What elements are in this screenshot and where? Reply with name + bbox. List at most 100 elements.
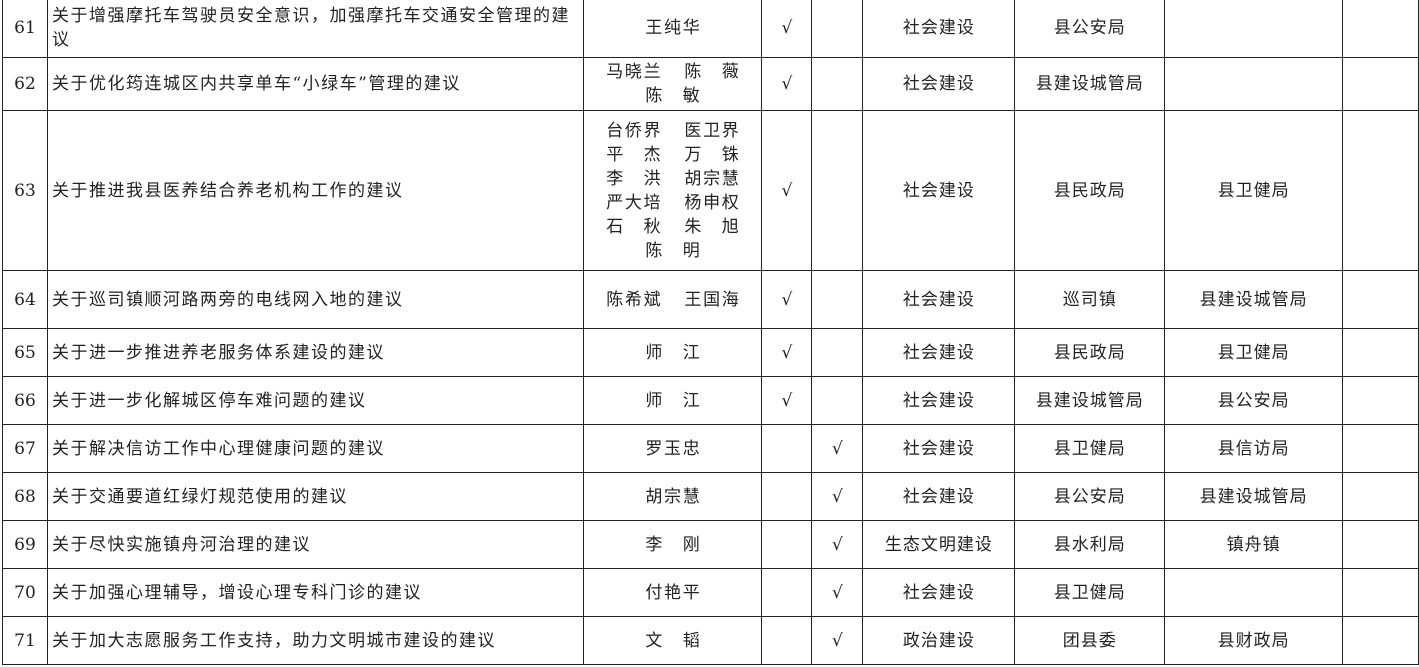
proposal-title: 关于加大志愿服务工作支持，助力文明城市建设的建议 <box>46 616 584 665</box>
proposal-title: 关于交通要道红绿灯规范使用的建议 <box>46 472 584 521</box>
check-column-1 <box>761 472 813 521</box>
category: 社会建设 <box>862 568 1016 617</box>
assist-unit: 县财政局 <box>1164 616 1344 665</box>
proposer-name: 胡宗慧 <box>684 168 739 189</box>
remarks <box>1342 376 1419 425</box>
check-column-1: √ <box>761 328 813 377</box>
table-row: 64 关于巡司镇顺河路两旁的电线网入地的建议 陈希斌 王国海 √ 社会建设 巡司镇 县建设城管… <box>2 270 1419 329</box>
proposers: 文韬 <box>582 616 763 665</box>
remarks <box>1342 57 1419 111</box>
assist-unit: 县公安局 <box>1164 376 1344 425</box>
lead-unit: 县建设城管局 <box>1014 57 1166 111</box>
assist-unit: 镇舟镇 <box>1164 520 1344 569</box>
lead-unit: 县公安局 <box>1014 0 1166 58</box>
proposer-name: 陈希斌 <box>606 289 661 310</box>
proposer-name: 胡宗慧 <box>645 486 700 507</box>
proposers: 师江 <box>582 328 763 377</box>
proposer-name: 陈薇 <box>684 62 739 82</box>
lead-unit: 县水利局 <box>1014 520 1166 569</box>
proposer-name: 陈明 <box>645 240 700 261</box>
remarks <box>1342 0 1419 58</box>
lead-unit: 县卫健局 <box>1014 568 1166 617</box>
row-number: 68 <box>2 472 48 521</box>
check-column-1 <box>761 520 813 569</box>
category: 社会建设 <box>862 110 1016 271</box>
remarks <box>1342 270 1419 329</box>
check-column-1: √ <box>761 0 813 58</box>
check-column-2 <box>811 328 864 377</box>
check-column-2: √ <box>811 472 864 521</box>
check-column-2 <box>811 376 864 425</box>
check-column-1: √ <box>761 376 813 425</box>
table-row: 66 关于进一步化解城区停车难问题的建议 师江 √ 社会建设 县建设城管局 县公安局 <box>2 376 1419 425</box>
lead-unit: 县民政局 <box>1014 328 1166 377</box>
row-number: 70 <box>2 568 48 617</box>
proposer-name: 王国海 <box>684 289 739 310</box>
proposer-name: 师江 <box>645 342 700 363</box>
proposal-title: 关于巡司镇顺河路两旁的电线网入地的建议 <box>46 270 584 329</box>
category: 社会建设 <box>862 57 1016 111</box>
category: 政治建设 <box>862 616 1016 665</box>
lead-unit: 县卫健局 <box>1014 424 1166 473</box>
lead-unit: 团县委 <box>1014 616 1166 665</box>
proposers: 师江 <box>582 376 763 425</box>
category: 社会建设 <box>862 472 1016 521</box>
proposal-title: 关于增强摩托车驾驶员安全意识，加强摩托车交通安全管理的建议 <box>46 0 584 58</box>
lead-unit: 县公安局 <box>1014 472 1166 521</box>
proposer-name: 医卫界 <box>684 120 739 141</box>
row-number: 62 <box>2 57 48 111</box>
row-number: 66 <box>2 376 48 425</box>
row-number: 65 <box>2 328 48 377</box>
row-number: 63 <box>2 110 48 271</box>
table-row: 61 关于增强摩托车驾驶员安全意识，加强摩托车交通安全管理的建议 王纯华 √ 社会建设县… <box>2 0 1419 58</box>
lead-unit: 巡司镇 <box>1014 270 1166 329</box>
proposal-title: 关于推进我县医养结合养老机构工作的建议 <box>46 110 584 271</box>
assist-unit: 县建设城管局 <box>1164 472 1344 521</box>
proposers: 陈希斌 王国海 <box>582 270 763 329</box>
check-column-1 <box>761 616 813 665</box>
proposer-name: 马晓兰 <box>606 62 661 82</box>
proposer-name: 李刚 <box>645 534 700 555</box>
assist-unit: 县卫健局 <box>1164 110 1344 271</box>
table-row: 65 关于进一步推进养老服务体系建设的建议 师江 √ 社会建设 县民政局 县卫健局 <box>2 328 1419 377</box>
proposers: 李刚 <box>582 520 763 569</box>
proposal-title: 关于尽快实施镇舟河治理的建议 <box>46 520 584 569</box>
category: 社会建设 <box>862 0 1016 58</box>
check-column-1 <box>761 568 813 617</box>
proposers: 台侨界 医卫界 平杰 万铢 李洪 胡宗慧 严大培 杨申权 石秋 朱旭 陈明 <box>582 110 763 271</box>
proposer-name: 平杰 <box>606 144 661 165</box>
check-column-1: √ <box>761 270 813 329</box>
check-column-2 <box>811 0 864 58</box>
check-column-2 <box>811 270 864 329</box>
proposal-title: 关于进一步推进养老服务体系建设的建议 <box>46 328 584 377</box>
proposer-name: 王纯华 <box>645 18 700 38</box>
row-number: 71 <box>2 616 48 665</box>
assist-unit <box>1164 568 1344 617</box>
row-number: 69 <box>2 520 48 569</box>
assist-unit <box>1164 0 1344 58</box>
check-column-2: √ <box>811 568 864 617</box>
category: 生态文明建设 <box>862 520 1016 569</box>
proposers: 王纯华 <box>582 0 763 58</box>
proposer-name: 严大培 <box>606 192 661 213</box>
assist-unit: 县信访局 <box>1164 424 1344 473</box>
proposal-title: 关于优化筠连城区内共享单车“小绿车”管理的建议 <box>46 57 584 111</box>
proposer-name: 万铢 <box>684 144 739 165</box>
proposer-name: 李洪 <box>606 168 661 189</box>
check-column-2 <box>811 57 864 111</box>
category: 社会建设 <box>862 270 1016 329</box>
proposer-name: 台侨界 <box>606 120 661 141</box>
proposers: 付艳平 <box>582 568 763 617</box>
proposers: 马晓兰 陈薇 陈敏 <box>582 57 763 111</box>
category: 社会建设 <box>862 376 1016 425</box>
row-number: 67 <box>2 424 48 473</box>
table-row: 69 关于尽快实施镇舟河治理的建议 李刚 √ 生态文明建设 县水利局 镇舟镇 <box>2 520 1419 569</box>
check-column-2 <box>811 110 864 271</box>
table-row: 62 关于优化筠连城区内共享单车“小绿车”管理的建议 马晓兰 陈薇 陈敏 √ 社会建设 县建设… <box>2 57 1419 111</box>
check-column-1 <box>761 424 813 473</box>
row-number: 61 <box>2 0 48 58</box>
proposers: 罗玉忠 <box>582 424 763 473</box>
proposer-name: 罗玉忠 <box>645 438 700 459</box>
assist-unit: 县建设城管局 <box>1164 270 1344 329</box>
check-column-1: √ <box>761 110 813 271</box>
